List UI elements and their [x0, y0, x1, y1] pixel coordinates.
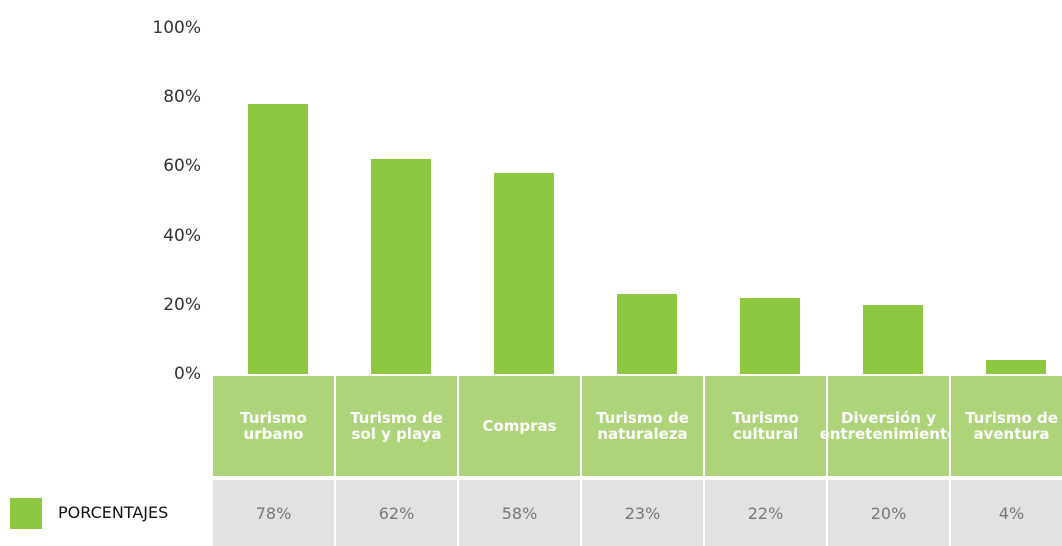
- value-label: 4%: [951, 480, 1062, 546]
- value-label: 58%: [459, 480, 580, 546]
- legend-label: PORCENTAJES: [58, 503, 169, 522]
- value-label: 20%: [828, 480, 949, 546]
- category-label: Turismo cultural: [705, 376, 826, 476]
- category-label: Turismo de naturaleza: [582, 376, 703, 476]
- bar: [371, 159, 431, 374]
- category-label: Turismo de sol y playa: [336, 376, 457, 476]
- bar: [494, 173, 554, 374]
- legend-swatch: [10, 498, 42, 529]
- category-label: Diversión y entretenimiento: [820, 376, 957, 476]
- category-label: Compras: [459, 376, 580, 476]
- category-label: Turismo urbano: [213, 376, 334, 476]
- bar: [248, 104, 308, 374]
- y-tick-label: 100%: [152, 18, 201, 38]
- y-tick-label: 60%: [163, 156, 201, 177]
- y-tick-label: 0%: [174, 364, 201, 384]
- bar: [617, 294, 677, 374]
- category-label: Turismo de aventura: [951, 376, 1062, 476]
- value-label: 23%: [582, 480, 703, 546]
- bar: [986, 360, 1046, 374]
- value-label: 22%: [705, 480, 826, 546]
- y-tick-label: 40%: [163, 225, 201, 246]
- bar: [863, 304, 923, 374]
- bar: [740, 297, 800, 374]
- y-tick-label: 80%: [163, 87, 201, 108]
- y-tick-label: 20%: [163, 294, 201, 315]
- value-label: 62%: [336, 480, 457, 546]
- value-label: 78%: [213, 480, 334, 546]
